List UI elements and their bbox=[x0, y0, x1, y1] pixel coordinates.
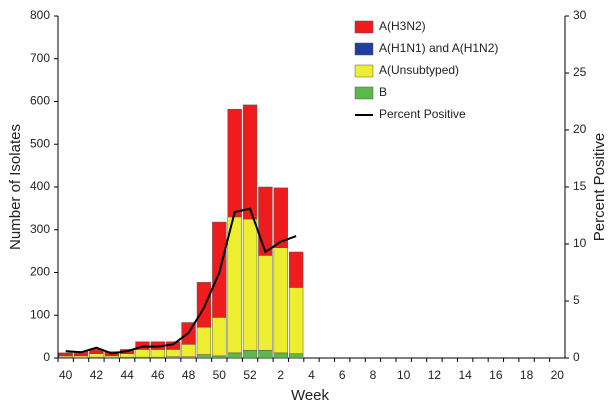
bar-segment bbox=[258, 187, 272, 255]
y2-tick-label: 0 bbox=[573, 350, 580, 364]
y-tick-label: 200 bbox=[30, 265, 50, 279]
bar-segment bbox=[289, 354, 303, 358]
x-tick-label: 4 bbox=[308, 368, 315, 382]
x-tick-label: 8 bbox=[370, 368, 377, 382]
y-axis-label: Number of Isolates bbox=[7, 124, 24, 250]
bar-segment bbox=[274, 248, 288, 353]
bar-segment bbox=[228, 353, 242, 358]
x-tick-label: 46 bbox=[151, 368, 165, 382]
bar-segment bbox=[289, 287, 303, 353]
x-tick-label: 10 bbox=[397, 368, 411, 382]
bar-segment bbox=[212, 356, 226, 358]
bar-segment bbox=[212, 317, 226, 355]
x-tick-label: 6 bbox=[339, 368, 346, 382]
legend-label: A(H3N2) bbox=[379, 19, 426, 33]
bar-segment bbox=[197, 355, 211, 358]
bar-segment bbox=[105, 356, 119, 358]
legend-swatch bbox=[355, 21, 373, 33]
bar-segment bbox=[243, 105, 257, 219]
legend-label: A(Unsubtyped) bbox=[379, 63, 459, 77]
bar-segment bbox=[151, 349, 165, 357]
legend-label: Percent Positive bbox=[379, 107, 466, 121]
bar-segment bbox=[228, 109, 242, 217]
x-tick-label: 14 bbox=[458, 368, 472, 382]
x-tick-label: 16 bbox=[489, 368, 503, 382]
x-tick-label: 52 bbox=[243, 368, 257, 382]
x-tick-label: 2 bbox=[277, 368, 284, 382]
bar-segment bbox=[59, 353, 73, 356]
bar-segment bbox=[258, 350, 272, 358]
legend-swatch bbox=[355, 87, 373, 99]
x-tick-label: 12 bbox=[428, 368, 442, 382]
y-tick-label: 400 bbox=[30, 179, 50, 193]
bar-segment bbox=[274, 353, 288, 358]
bar-segment bbox=[120, 354, 134, 357]
bar-segment bbox=[274, 188, 288, 248]
y2-axis-label: Percent Positive bbox=[591, 133, 608, 241]
legend-swatch bbox=[355, 43, 373, 55]
x-tick-label: 42 bbox=[90, 368, 104, 382]
y-tick-label: 800 bbox=[30, 8, 50, 22]
bar-segment bbox=[89, 354, 103, 357]
y2-tick-label: 25 bbox=[573, 65, 587, 79]
bar-segment bbox=[258, 255, 272, 350]
legend-label: A(H1N1) and A(H1N2) bbox=[379, 41, 498, 55]
y2-tick-label: 20 bbox=[573, 122, 587, 136]
y-tick-label: 0 bbox=[43, 350, 50, 364]
y2-tick-label: 15 bbox=[573, 179, 587, 193]
bar-segment bbox=[197, 282, 211, 327]
bar-segment bbox=[243, 350, 257, 358]
x-tick-label: 18 bbox=[520, 368, 534, 382]
y-tick-label: 700 bbox=[30, 51, 50, 65]
y2-tick-label: 30 bbox=[573, 8, 587, 22]
x-axis-label: Week bbox=[291, 387, 330, 404]
bar-segment bbox=[166, 349, 180, 356]
x-tick-label: 50 bbox=[213, 368, 227, 382]
y-tick-label: 300 bbox=[30, 222, 50, 236]
bar-segment bbox=[74, 356, 88, 358]
x-tick-label: 44 bbox=[120, 368, 134, 382]
y-tick-label: 100 bbox=[30, 307, 50, 321]
bar-segment bbox=[228, 217, 242, 353]
y2-tick-label: 10 bbox=[573, 236, 587, 250]
bar-segment bbox=[136, 349, 150, 357]
x-tick-label: 40 bbox=[59, 368, 73, 382]
bar-segment bbox=[197, 327, 211, 354]
bar-segment bbox=[182, 344, 196, 356]
y-tick-label: 600 bbox=[30, 94, 50, 108]
x-tick-label: 20 bbox=[551, 368, 565, 382]
y2-tick-label: 5 bbox=[573, 293, 580, 307]
y-tick-label: 500 bbox=[30, 136, 50, 150]
bar-segment bbox=[289, 252, 303, 287]
x-tick-label: 48 bbox=[182, 368, 196, 382]
legend-swatch bbox=[355, 65, 373, 77]
legend-label: B bbox=[379, 85, 387, 99]
bar-segment bbox=[243, 219, 257, 350]
